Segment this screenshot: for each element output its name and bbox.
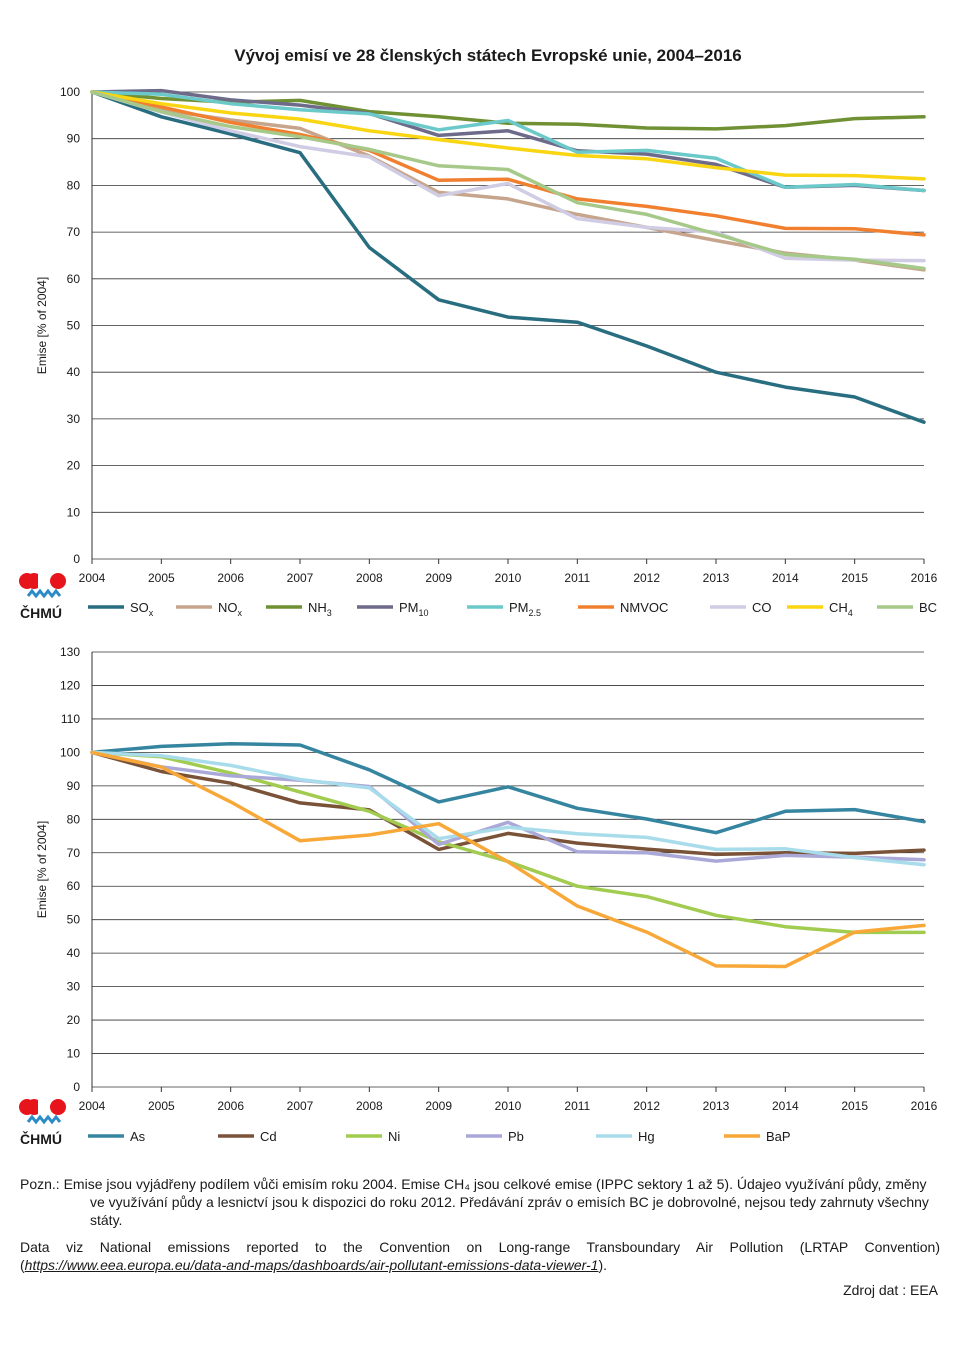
chart-heavy-metals: 0 10 20 30 40 50 60 70 80 90 100 110 120 130 2004 2005 2… <box>35 645 938 1144</box>
series-line-cd <box>90 750 926 857</box>
data-source-note: Data viz National emissions reported to … <box>20 1238 940 1274</box>
footnote: Pozn.: Emise jsou vyjádřeny podílem vůči… <box>20 1176 929 1228</box>
y-tick-label: 0 <box>73 1080 80 1094</box>
x-tick-label: 2010 <box>495 1099 522 1113</box>
y-tick-label: 30 <box>67 980 81 994</box>
y-tick-label: 40 <box>67 946 81 960</box>
x-tick-label: 2010 <box>495 571 522 585</box>
legend-label: As <box>130 1129 146 1144</box>
chmu-logo: ČHMÚ <box>19 1099 66 1147</box>
x-tick-label: 2006 <box>217 1099 244 1113</box>
legend-label: BaP <box>766 1129 791 1144</box>
x-tick-label: 2008 <box>356 1099 383 1113</box>
legend-label: Hg <box>638 1129 655 1144</box>
page-title: Vývoj emisí ve 28 členských státech Evro… <box>234 46 742 65</box>
chmu-logo-text: ČHMÚ <box>20 604 62 621</box>
x-tick-label: 2007 <box>287 1099 314 1113</box>
legend-label: NOx <box>218 600 243 618</box>
series-line-nmvoc <box>90 90 926 237</box>
y-tick-label: 100 <box>60 85 80 99</box>
legend-label: Cd <box>260 1129 277 1144</box>
y-tick-label: 70 <box>67 846 81 860</box>
x-tick-label: 2004 <box>79 1099 106 1113</box>
series-line-pm25 <box>90 90 926 193</box>
y-tick-label: 120 <box>60 678 80 692</box>
y-tick-label: 0 <box>73 552 80 566</box>
source-credit: Zdroj dat : EEA <box>843 1282 938 1298</box>
x-tick-label: 2016 <box>911 571 938 585</box>
x-tick-label: 2014 <box>772 571 799 585</box>
x-tick-label: 2007 <box>287 571 314 585</box>
x-tick-label: 2005 <box>148 571 175 585</box>
series-line-bc <box>90 90 926 271</box>
y-tick-label: 90 <box>67 779 81 793</box>
legend-label: CO <box>752 600 772 615</box>
legend-label: PM10 <box>399 600 429 618</box>
y-tick-label: 10 <box>67 505 81 519</box>
series-line-co <box>90 90 926 263</box>
data-source-link[interactable]: https://www.eea.europa.eu/data-and-maps/… <box>24 1257 599 1273</box>
y-tick-label: 80 <box>67 178 81 192</box>
data-source-prefix: Data viz National emissions reported to … <box>20 1239 940 1273</box>
y-tick-label: 10 <box>67 1047 81 1061</box>
chart-main-pollutants: 0 10 20 30 40 50 60 70 80 90 100 2004 2005 2006 2007 20… <box>35 85 938 618</box>
y-tick-label: 20 <box>67 1013 81 1027</box>
x-tick-label: 2011 <box>564 1099 590 1113</box>
data-source-suffix: ). <box>598 1257 608 1273</box>
series-line-ch4 <box>90 90 926 181</box>
y-tick-label: 40 <box>67 365 81 379</box>
series-line-hg <box>90 750 926 867</box>
x-tick-label: 2004 <box>79 571 106 585</box>
series-line-pb <box>90 750 926 863</box>
series-line-as <box>90 741 926 835</box>
x-tick-label: 2014 <box>772 1099 799 1113</box>
series-line-sox <box>90 90 926 424</box>
x-tick-label: 2011 <box>564 571 590 585</box>
x-tick-label: 2015 <box>841 1099 868 1113</box>
x-tick-label: 2008 <box>356 571 383 585</box>
x-tick-label: 2013 <box>703 1099 730 1113</box>
y-axis-label: Emise [% of 2004] <box>35 277 49 374</box>
y-axis-label: Emise [% of 2004] <box>35 821 49 918</box>
y-tick-label: 20 <box>67 459 81 473</box>
legend-label: SOx <box>130 600 154 618</box>
chmu-logo-text: ČHMÚ <box>20 1130 62 1147</box>
y-tick-label: 30 <box>67 412 81 426</box>
legend-label: NH3 <box>308 600 332 618</box>
chmu-logo: ČHMÚ <box>19 573 66 621</box>
x-tick-label: 2006 <box>217 571 244 585</box>
series-line-bap <box>90 750 926 969</box>
x-tick-label: 2012 <box>633 1099 660 1113</box>
y-tick-label: 110 <box>61 712 80 726</box>
x-tick-label: 2009 <box>425 1099 452 1113</box>
y-tick-label: 60 <box>67 272 81 286</box>
y-tick-label: 50 <box>67 319 81 333</box>
y-tick-label: 50 <box>67 913 81 927</box>
legend-label: CH4 <box>829 600 853 618</box>
y-tick-label: 80 <box>67 812 81 826</box>
y-tick-label: 70 <box>67 225 81 239</box>
x-tick-label: 2013 <box>703 571 730 585</box>
x-tick-label: 2016 <box>911 1099 938 1113</box>
y-tick-label: 130 <box>60 645 80 659</box>
x-tick-label: 2009 <box>425 571 452 585</box>
x-tick-label: 2015 <box>841 571 868 585</box>
x-tick-label: 2012 <box>633 571 660 585</box>
legend-label: PM2.5 <box>509 600 541 618</box>
y-tick-label: 60 <box>67 879 81 893</box>
legend-label: Pb <box>508 1129 524 1144</box>
x-tick-label: 2005 <box>148 1099 175 1113</box>
legend-label: NMVOC <box>620 600 668 615</box>
legend-label: BC <box>919 600 937 615</box>
y-tick-label: 100 <box>60 745 80 759</box>
y-tick-label: 90 <box>67 132 81 146</box>
legend-label: Ni <box>388 1129 400 1144</box>
